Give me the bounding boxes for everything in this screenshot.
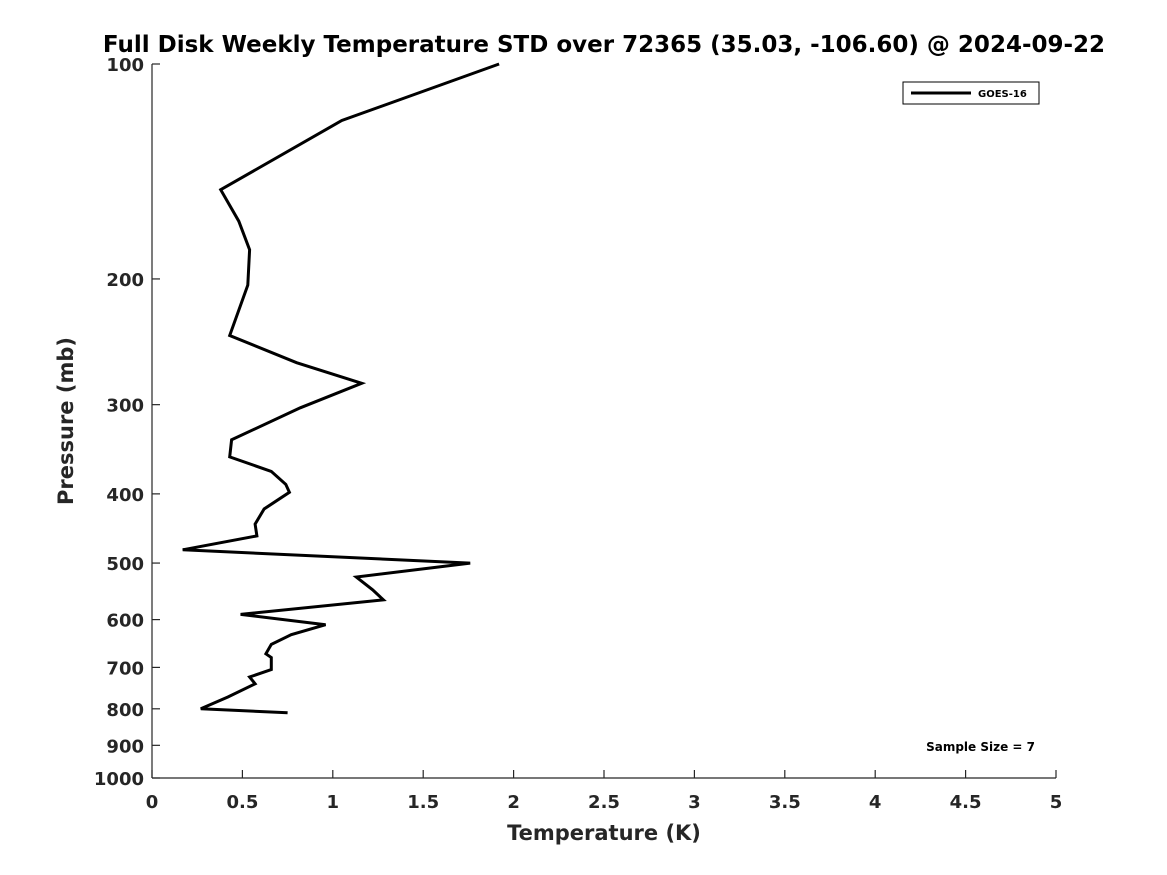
y-tick-label: 200: [106, 270, 144, 291]
y-ticks: 100 200 300 400 500 600 700 800 900 1000: [94, 55, 160, 790]
x-tick-label: 1.5: [407, 792, 439, 813]
x-ticks: 0 0.5 1 1.5 2 2.5 3 3.5 4 4.5 5: [146, 770, 1063, 813]
x-tick-label: 3.5: [769, 792, 801, 813]
sample-size-annotation: Sample Size = 7: [926, 740, 1035, 754]
y-tick-label: 900: [106, 736, 144, 757]
x-tick-label: 4: [869, 792, 882, 813]
series-line-goes-16: [182, 62, 500, 715]
y-tick-label: 400: [106, 485, 144, 506]
chart-title: Full Disk Weekly Temperature STD over 72…: [103, 32, 1105, 58]
legend: GOES-16: [902, 81, 1040, 105]
series-layer: [182, 62, 500, 715]
y-tick-label: 500: [106, 554, 144, 575]
x-tick-label: 2: [507, 792, 520, 813]
y-tick-label: 300: [106, 396, 144, 417]
y-axis-label: Pressure (mb): [54, 337, 78, 505]
x-tick-label: 0: [146, 792, 159, 813]
y-tick-label: 700: [106, 658, 144, 679]
y-tick-label: 800: [106, 700, 144, 721]
x-tick-label: 3: [688, 792, 701, 813]
x-tick-label: 5: [1050, 792, 1063, 813]
y-tick-label: 600: [106, 611, 144, 632]
axes: [151, 64, 1056, 779]
legend-label: GOES-16: [978, 89, 1027, 100]
x-tick-label: 4.5: [950, 792, 982, 813]
y-tick-label: 100: [106, 55, 144, 76]
x-tick-label: 0.5: [226, 792, 258, 813]
x-tick-label: 1: [327, 792, 340, 813]
x-tick-label: 2.5: [588, 792, 620, 813]
x-axis-label: Temperature (K): [507, 821, 701, 845]
y-tick-label: 1000: [94, 769, 144, 790]
